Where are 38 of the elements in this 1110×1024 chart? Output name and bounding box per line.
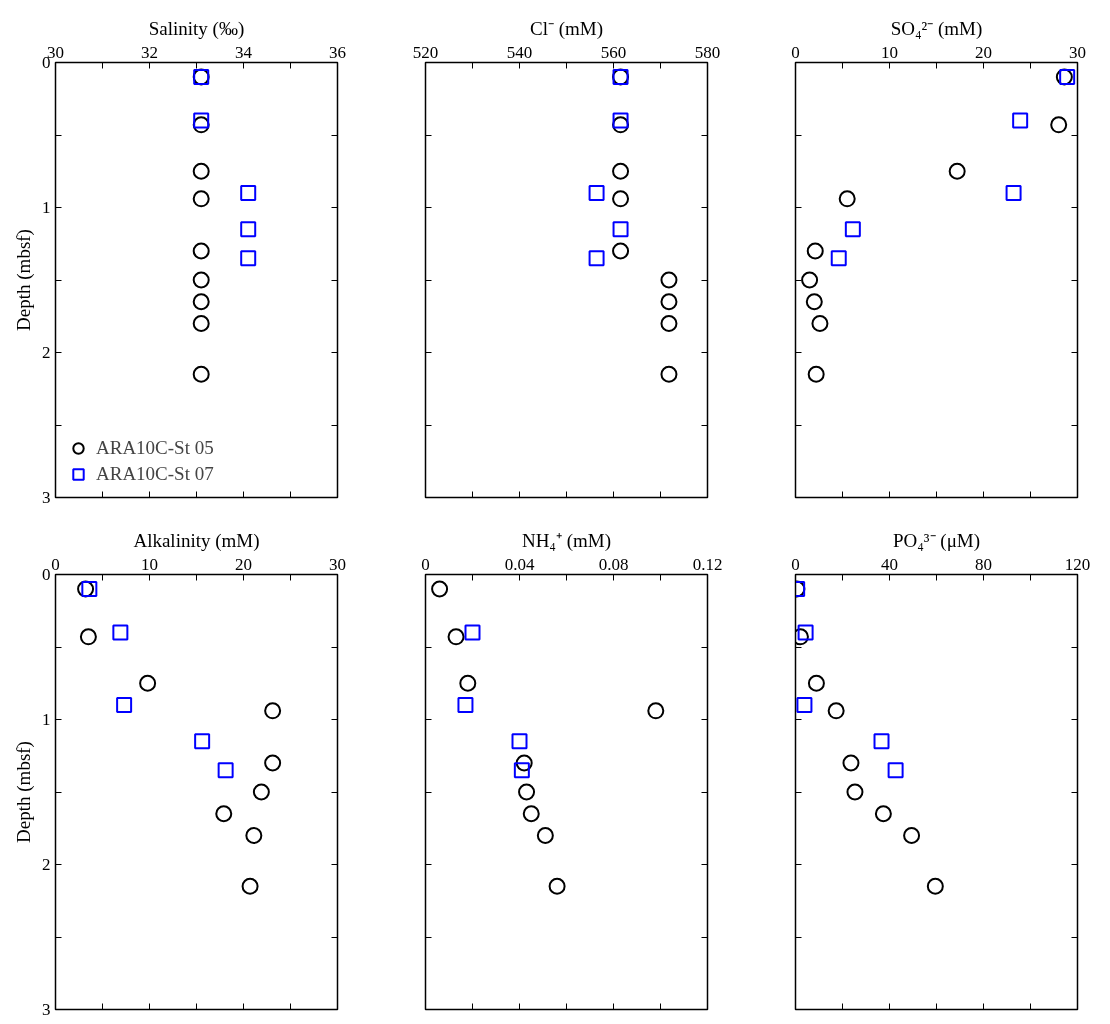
x-axis-title: PO₄³⁻ (μM) [892,529,981,552]
x-tick-label: 540 [506,42,533,62]
x-tick-label: 0 [791,554,800,574]
x-axis-title: Alkalinity (mM) [133,529,260,552]
x-axis-title: Salinity (‰) [148,17,245,40]
x-tick-label: 0 [791,42,800,62]
x-tick-label: 560 [600,42,627,62]
x-axis-title: SO₄²⁻ (mM) [890,17,983,40]
x-tick-label: 0.08 [598,554,629,574]
x-tick-label: 0.04 [504,554,535,574]
x-tick-label: 120 [1064,554,1091,574]
legend-label: ARA10C-St 07 [96,463,214,485]
x-tick-label: 520 [412,42,439,62]
x-tick-label: 36 [329,42,346,62]
y-tick-label: 1 [42,198,51,217]
y-tick-label: 2 [42,855,51,874]
x-tick-label: 32 [141,42,158,62]
x-tick-label: 20 [975,42,992,62]
x-tick-label: 10 [141,554,158,574]
x-tick-label: 0 [421,554,430,574]
x-tick-label: 10 [881,42,898,62]
y-tick-label: 1 [42,710,51,729]
y-tick-label: 3 [42,1000,51,1019]
x-tick-label: 34 [235,42,253,62]
x-tick-label: 0.12 [692,554,723,574]
x-tick-label: 20 [235,554,252,574]
x-tick-label: 30 [1069,42,1086,62]
y-tick-label: 3 [42,488,51,507]
legend-label: ARA10C-St 05 [96,437,214,459]
x-axis-title: Cl⁻ (mM) [529,17,604,40]
y-axis-title: Depth (mbsf) [13,741,35,843]
x-tick-label: 580 [694,42,721,62]
x-tick-label: 40 [881,554,898,574]
x-axis-title: NH₄⁺ (mM) [521,529,612,552]
x-tick-label: 30 [329,554,346,574]
x-tick-label: 80 [975,554,992,574]
y-tick-label: 2 [42,343,51,362]
y-axis-title: Depth (mbsf) [13,229,35,331]
